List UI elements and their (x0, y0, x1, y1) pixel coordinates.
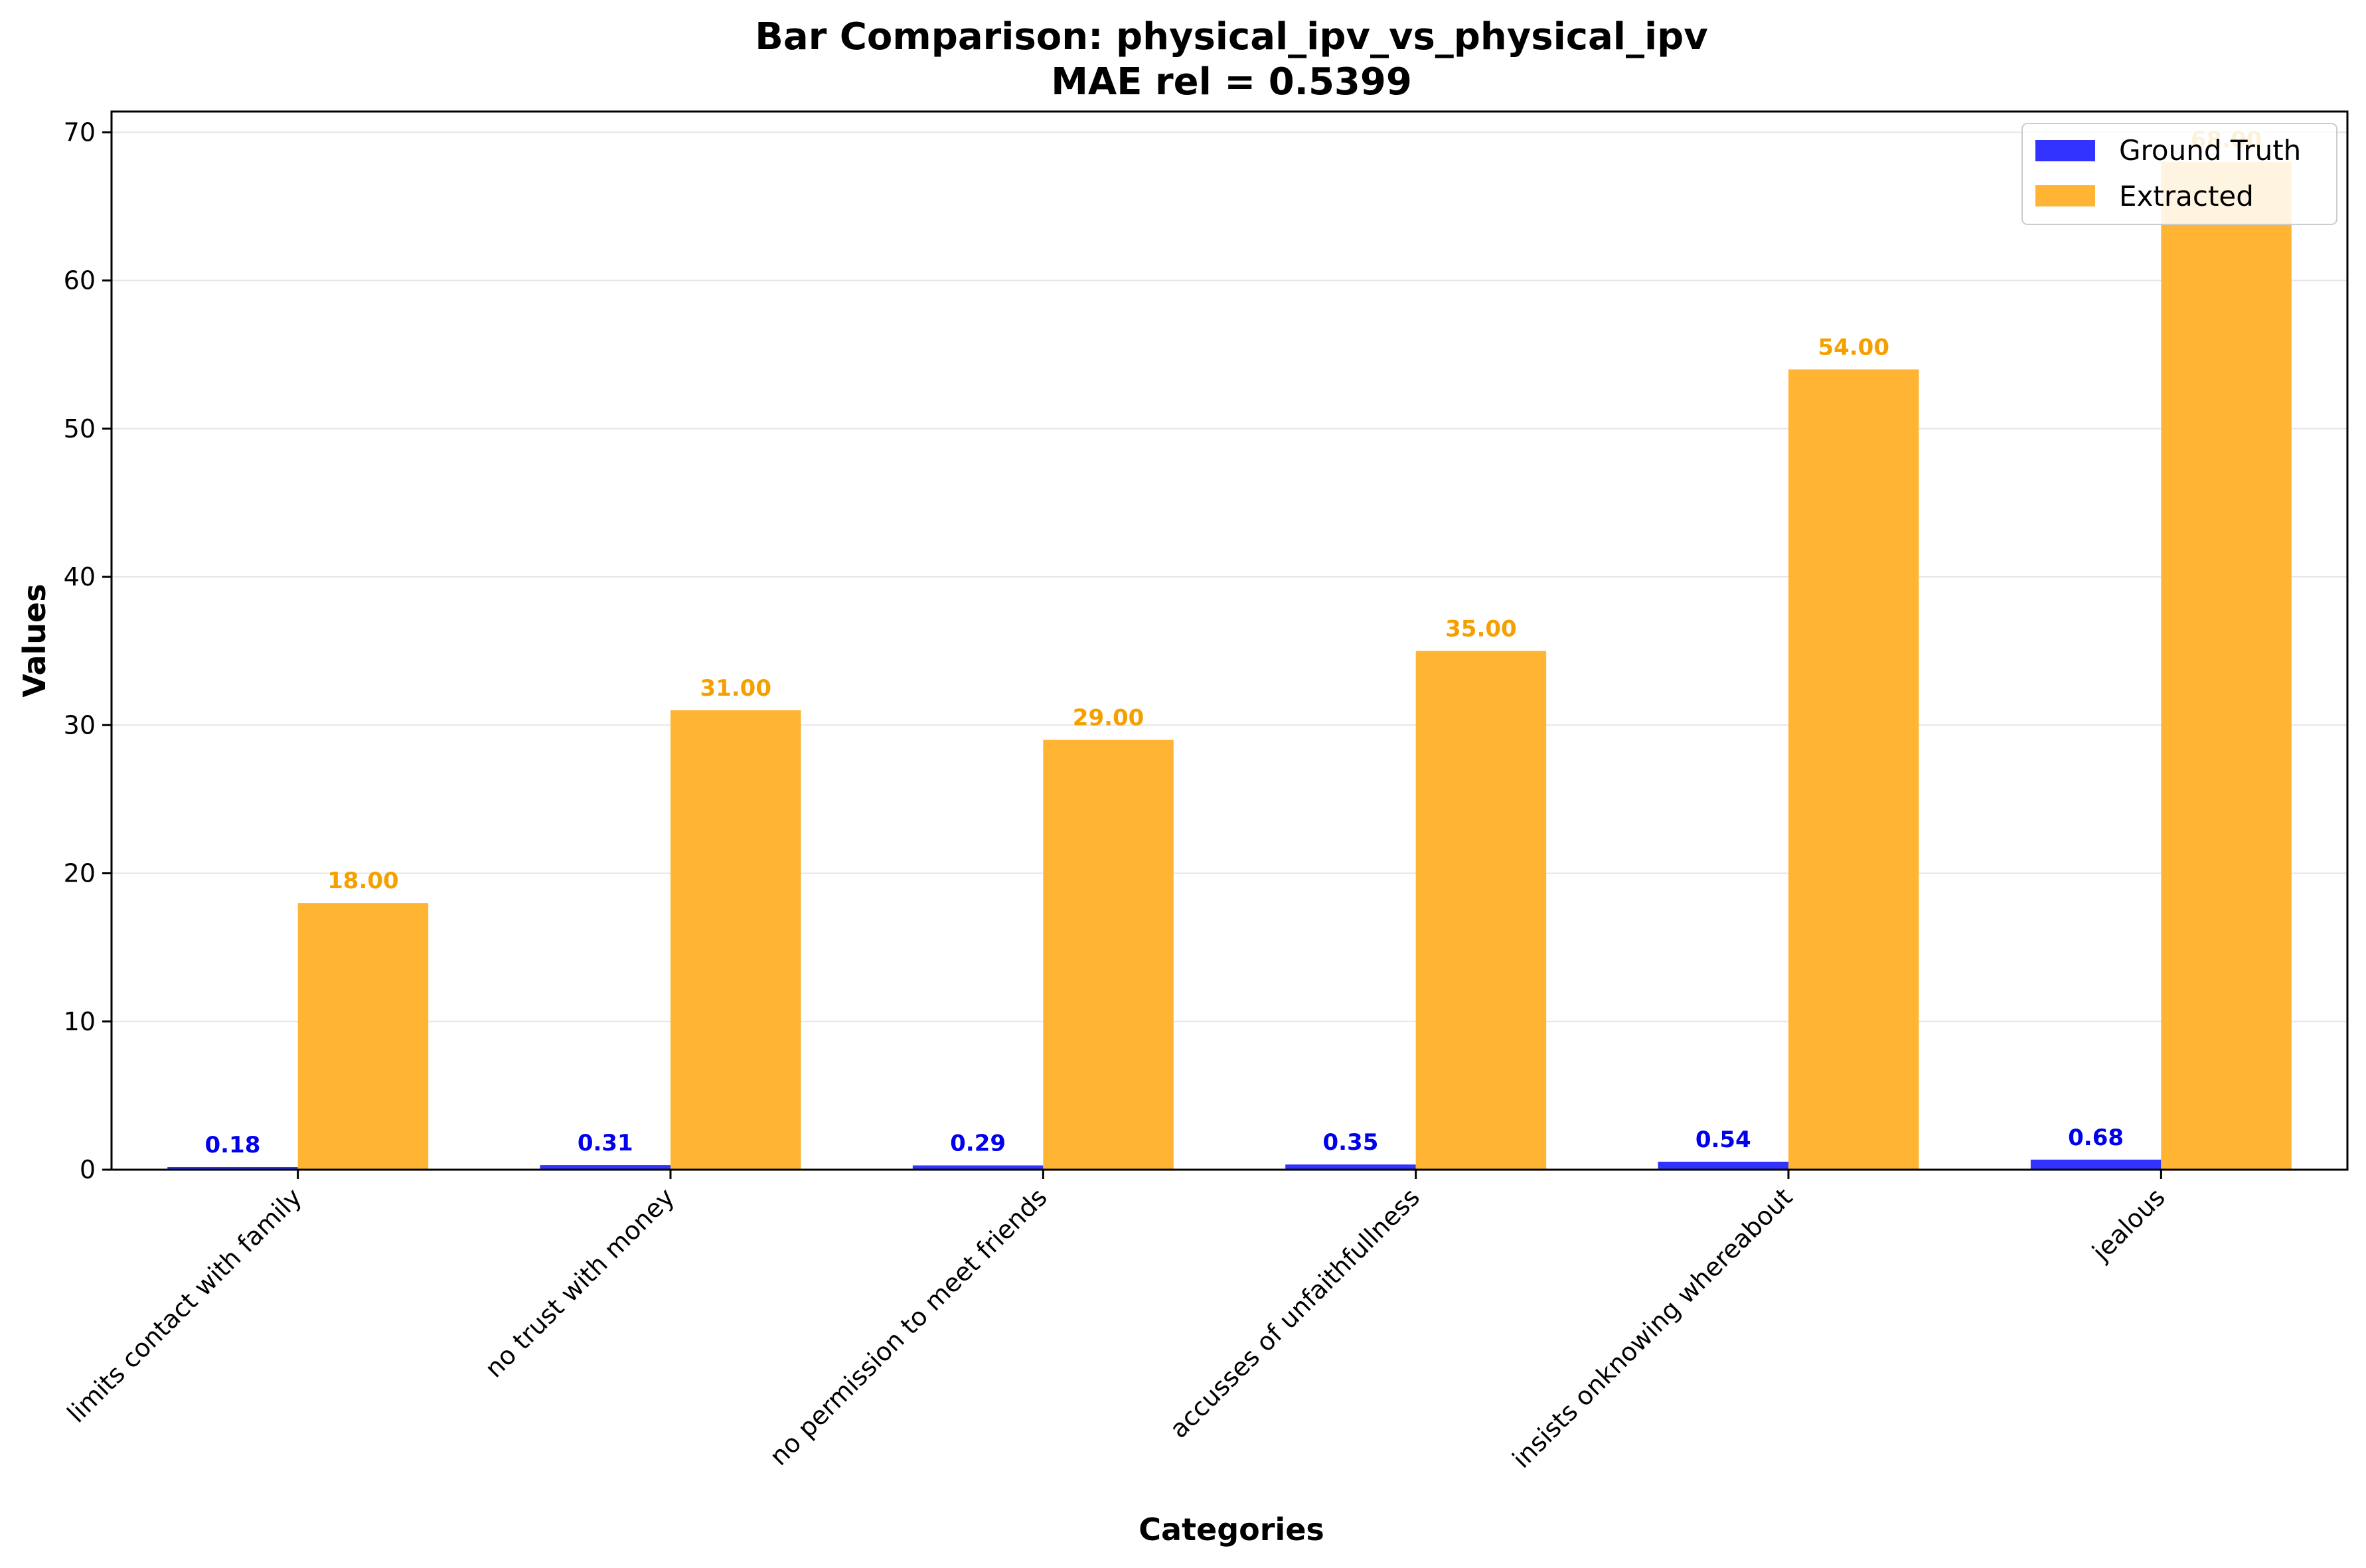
bar-extracted (2161, 161, 2292, 1170)
bar-ground-truth (1658, 1161, 1788, 1170)
y-axis-ticks: 0 10 20 30 40 50 60 70 (64, 118, 112, 1184)
bar-ground-truth (912, 1165, 1044, 1170)
bar-ground-truth (540, 1165, 670, 1170)
data-label-ground-truth: 0.54 (1696, 1127, 1751, 1153)
data-label-ground-truth: 0.18 (204, 1132, 260, 1158)
chart-subtitle: MAE rel = 0.5399 (1051, 60, 1412, 104)
data-label-extracted: 29.00 (1073, 705, 1144, 732)
data-label-extracted: 54.00 (1818, 334, 1889, 360)
legend: Ground Truth Extracted (2021, 123, 2337, 225)
bar-extracted (297, 903, 429, 1170)
legend-swatch-ground-truth (2035, 140, 2095, 161)
data-label-ground-truth: 0.35 (1322, 1129, 1378, 1156)
bar-extracted (670, 710, 801, 1170)
data-label-ground-truth: 0.68 (2068, 1125, 2124, 1151)
data-label-ground-truth: 0.31 (578, 1130, 633, 1156)
gridlines (112, 131, 2347, 1022)
y-tick-label: 30 (64, 710, 96, 740)
bars (167, 161, 2292, 1170)
bar-extracted (1043, 740, 1174, 1170)
bar-extracted (1415, 651, 1547, 1170)
bar-ground-truth (167, 1166, 298, 1170)
bar-ground-truth (1285, 1164, 1416, 1170)
data-labels: 0.18 18.00 0.31 31.00 0.29 29.00 0.35 35.00 0.54… (204, 127, 2262, 1158)
plot-frame (110, 110, 2349, 1171)
y-tick-label: 10 (64, 1007, 96, 1036)
y-tick-label: 0 (80, 1155, 96, 1184)
chart-title: Bar Comparison: physical_ipv_vs_physical… (755, 15, 1708, 58)
data-label-extracted: 31.00 (700, 675, 771, 702)
data-label-ground-truth: 0.29 (950, 1131, 1006, 1157)
data-label-extracted: 35.00 (1445, 616, 1517, 643)
legend-frame (2021, 123, 2337, 225)
y-axis-label: Values (17, 584, 52, 697)
y-tick-label: 60 (64, 266, 96, 295)
y-tick-label: 40 (64, 562, 96, 591)
x-axis-label: Categories (1139, 1512, 1324, 1547)
bar-extracted (1788, 369, 1919, 1170)
legend-label-ground-truth: Ground Truth (2119, 134, 2301, 167)
legend-swatch-extracted (2035, 185, 2095, 206)
data-label-extracted: 18.00 (327, 868, 399, 894)
y-tick-label: 20 (64, 859, 96, 888)
y-tick-label: 70 (64, 118, 96, 147)
bar-ground-truth (2030, 1159, 2162, 1170)
y-tick-label: 50 (64, 414, 96, 443)
legend-label-extracted: Extracted (2119, 180, 2254, 212)
